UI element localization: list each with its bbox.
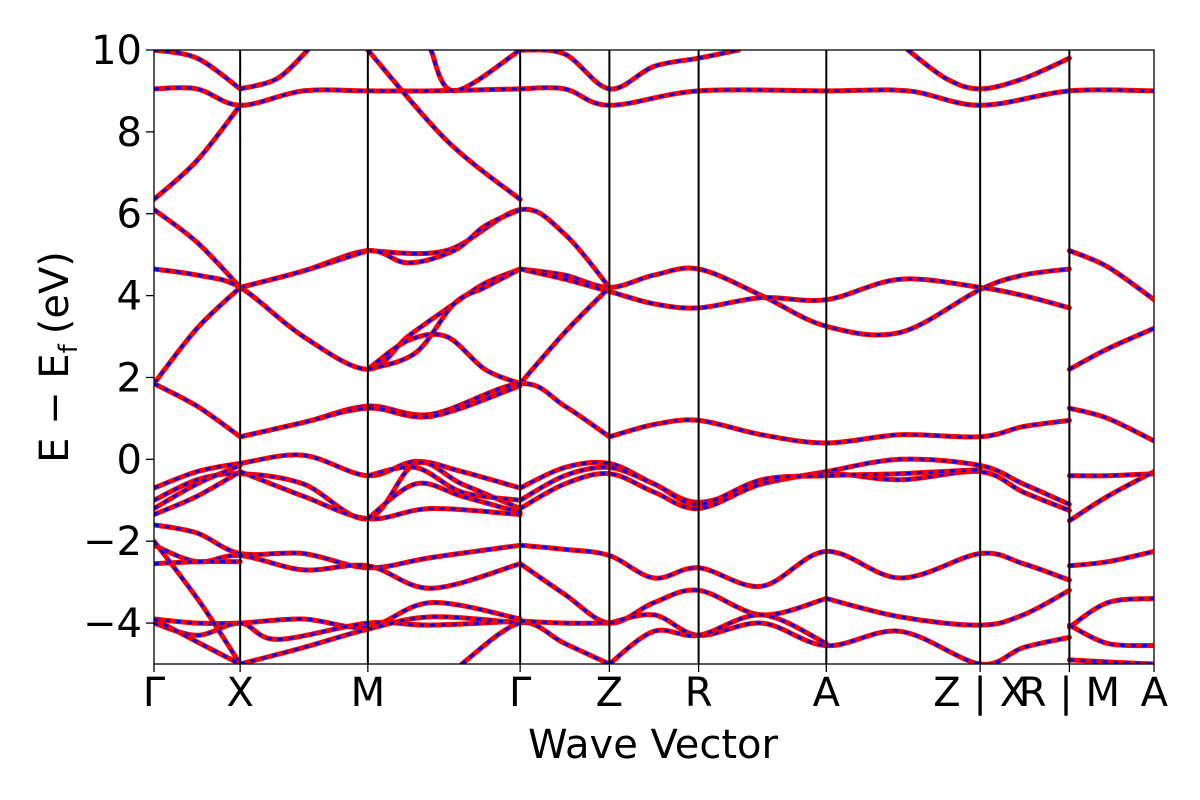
x-tick-label-2: M [351, 670, 386, 716]
band-fit-line-2 [237, 50, 311, 92]
band-dft-line-1 [154, 86, 521, 107]
kpoint-lines-layer [239, 50, 1071, 664]
x-tick-label-6: A [813, 670, 841, 716]
band-dft-line-14 [154, 286, 242, 385]
band-dft-line-0 [154, 50, 242, 91]
band-dft-line-8 [366, 50, 522, 201]
band-dft-line-30 [154, 470, 241, 516]
band-dft-line-50 [154, 617, 241, 664]
x-tick-label-5: R [685, 670, 713, 716]
band-dft-line-9 [154, 208, 242, 289]
band-fit-line-21 [237, 381, 612, 440]
band-fit-line-55 [606, 612, 829, 664]
y-tick-label-4: 4 [117, 274, 142, 320]
band-dft-line-20 [154, 382, 242, 439]
band-fit-line-0 [154, 50, 243, 92]
y-tick-label-2: 0 [117, 437, 142, 483]
x-tick-label-1: X [226, 670, 253, 716]
band-dft-line-36 [519, 465, 981, 506]
band-fit-line-26 [1066, 248, 1154, 303]
x-ticks-layer: Γ X M Γ Z R A Z | XR | M A [143, 664, 1169, 716]
band-dft-line-19 [519, 286, 611, 385]
x-tick-label-4: Z [596, 670, 623, 716]
y-tick-label-6: 8 [117, 110, 142, 156]
band-fit-line-46 [1066, 596, 1154, 630]
band-dft-line-32 [367, 465, 521, 502]
band-fit-line-7 [154, 102, 243, 202]
band-dft-line-2 [239, 50, 309, 91]
y-axis-label-subscript: f [54, 343, 84, 353]
y-tick-label-7: 10 [91, 28, 142, 74]
band-dft-line-13 [239, 249, 369, 289]
band-fit-line-41 [154, 559, 243, 567]
x-tick-label-8: R | M [1019, 670, 1120, 716]
band-dft-line-49 [154, 540, 242, 664]
band-dft-line-48 [154, 619, 521, 641]
band-fit-line-56 [1066, 622, 1154, 649]
band-fit-line-15 [365, 331, 523, 387]
band-dft-line-7 [154, 104, 242, 201]
band-dft-line-21 [239, 382, 611, 439]
band-dft-line-29 [154, 464, 241, 510]
band-fit-line-14 [154, 284, 243, 387]
band-fit-line-45 [1066, 548, 1154, 569]
y-tick-label-5: 6 [117, 192, 142, 238]
y-axis-label: E − Ef (eV) [32, 251, 84, 463]
y-axis-label-main: E − E [32, 353, 78, 463]
band-dft-line-56 [1068, 623, 1154, 648]
x-tick-label-0: Γ [143, 670, 166, 716]
x-tick-label-7: Z | X [933, 670, 1027, 716]
band-fit-line-25 [1066, 325, 1154, 372]
x-tick-label-9: A [1141, 670, 1169, 716]
band-dft-line-43 [519, 562, 827, 625]
band-dft-line-4 [520, 50, 739, 91]
band-dft-line-15 [366, 332, 521, 386]
y-tick-label-0: −4 [83, 601, 142, 647]
band-fit-line-23 [606, 417, 1072, 446]
y-tick-label-1: −2 [83, 519, 142, 565]
x-axis-label: Wave Vector [528, 722, 779, 768]
band-dft-line-35 [519, 469, 1070, 512]
band-fit-line-37 [1066, 471, 1154, 479]
band-dft-line-16 [367, 267, 521, 371]
plot-frame [153, 49, 1155, 665]
band-dft-line-3 [429, 50, 522, 93]
band-fit-line-33 [365, 480, 523, 522]
band-dft-line-53 [520, 619, 610, 625]
band-dft-line-54 [609, 613, 1070, 664]
band-fit-line-8 [365, 50, 523, 202]
y-tick-label-3: 2 [117, 355, 142, 401]
x-tick-label-3: Γ [509, 670, 532, 716]
band-fit-line-6 [905, 50, 1072, 92]
band-dft-line-24 [1069, 406, 1154, 443]
bands-layer [154, 50, 1154, 664]
band-dft-line-6 [906, 50, 1071, 91]
band-fit-line-42 [517, 542, 1072, 589]
y-ticks-layer: −4 −2 0 2 4 6 8 10 [83, 28, 154, 647]
band-fit-line-27 [154, 452, 523, 491]
band-fit-line-18 [517, 266, 1072, 311]
band-fit-line-52 [459, 620, 612, 664]
band-fit-line-22 [237, 383, 523, 440]
band-dft-line-22 [239, 384, 521, 439]
band-dft-line-47 [154, 601, 521, 630]
band-dft-line-39 [154, 523, 521, 570]
band-dft-line-42 [520, 543, 1070, 588]
y-axis-label-unit: (eV) [32, 251, 78, 334]
band-dft-line-46 [1068, 597, 1154, 629]
band-dft-line-28 [154, 460, 521, 521]
band-fit-line-36 [517, 464, 983, 507]
band-dft-line-38 [1068, 470, 1154, 522]
